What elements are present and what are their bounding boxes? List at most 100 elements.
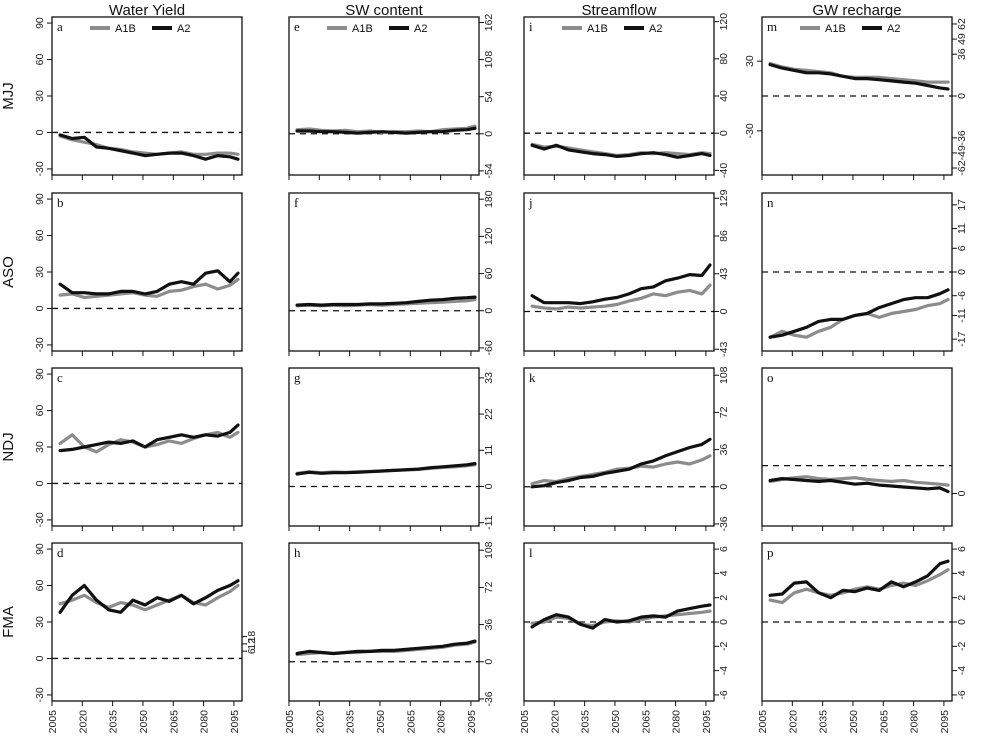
panel-p-letter: p bbox=[767, 545, 774, 560]
panel-f-right-tick-label: 0 bbox=[483, 308, 495, 314]
panel-a-frame bbox=[51, 16, 243, 176]
row-label-mjj: MJJ bbox=[0, 82, 17, 110]
panel-d-right-tick-label: 18 bbox=[246, 631, 258, 643]
panel-g-frame bbox=[288, 367, 480, 527]
panel-m-right-tick-label: -36 bbox=[956, 130, 968, 145]
panel-n-right-tick-label: -6 bbox=[956, 291, 968, 300]
panel-h-right-tick-label: 72 bbox=[483, 581, 495, 593]
panel-h-x-tick-label: 2035 bbox=[345, 710, 357, 734]
panel-g-right-tick-label: 22 bbox=[483, 408, 495, 420]
panel-n-right-tick-label: 11 bbox=[956, 223, 968, 234]
panel-g-letter: g bbox=[294, 370, 301, 385]
panel-n-frame bbox=[761, 192, 953, 352]
panel-m-right-tick-label: 36 bbox=[956, 48, 968, 60]
panel-c-series-a2 bbox=[58, 423, 240, 453]
column-title-3: GW recharge bbox=[812, 2, 901, 19]
panel-d-right-tick-label: 6 bbox=[246, 648, 258, 654]
panel-p-frame bbox=[761, 542, 953, 702]
panel-k-right-tick-label: 108 bbox=[718, 366, 730, 384]
panel-l-x-tick-label: 2095 bbox=[701, 710, 713, 734]
panel-h-letter: h bbox=[294, 545, 301, 560]
panel-o-series-a1b bbox=[768, 475, 950, 487]
panel-p-x-tick-label: 2005 bbox=[757, 710, 769, 734]
panel-a-left-tick-label: 60 bbox=[34, 54, 46, 66]
panel-i-right-tick-label: 120 bbox=[718, 13, 730, 31]
panel-h-x-tick-label: 2095 bbox=[466, 710, 478, 734]
panel-a-legend-label-a1b: A1B bbox=[115, 23, 136, 35]
panel-a-left-tick-label: 0 bbox=[34, 129, 46, 135]
panel-n-right-tick-label: -11 bbox=[956, 308, 968, 323]
panel-a-left-tick-label: 90 bbox=[34, 17, 46, 29]
panel-e-series-a2 bbox=[295, 126, 477, 135]
panel-p-x-tick-label: 2065 bbox=[878, 710, 890, 734]
panel-d-right-tick-label: 12 bbox=[246, 638, 258, 650]
panel-j-series-a2 bbox=[530, 263, 712, 306]
panel-d-x-tick-label: 2080 bbox=[199, 710, 211, 734]
panel-l-right-tick-label: 6 bbox=[718, 546, 730, 552]
panel-m-right-tick-label: 62 bbox=[956, 18, 968, 30]
panel-l-right-tick-label: 4 bbox=[718, 570, 730, 576]
panel-g-right-tick-label: -11 bbox=[483, 515, 495, 530]
panel-e-right-tick-label: 108 bbox=[483, 51, 495, 69]
panel-m-right-tick-label: 0 bbox=[956, 93, 968, 99]
panel-k-right-tick-label: 72 bbox=[718, 406, 730, 418]
panel-l-right-tick-label: 2 bbox=[718, 595, 730, 601]
panel-e-right-tick-label: 54 bbox=[483, 91, 495, 103]
panel-j-frame bbox=[523, 192, 715, 352]
panel-l-x-tick-label: 2035 bbox=[580, 710, 592, 734]
panel-e-frame bbox=[288, 16, 480, 176]
panel-n-right-tick-label: -17 bbox=[956, 331, 968, 346]
panel-a-left-tick-label: -30 bbox=[34, 161, 46, 176]
panel-l-series-a2 bbox=[530, 603, 712, 630]
panel-h-x-tick-label: 2065 bbox=[405, 710, 417, 734]
panel-i-frame bbox=[523, 16, 715, 176]
panel-c-left-tick-label: 0 bbox=[34, 480, 46, 486]
panel-f-series-a2 bbox=[295, 295, 477, 307]
panel-m-left-tick-label: 30 bbox=[744, 55, 756, 67]
panel-e-right-tick-label: -54 bbox=[483, 163, 495, 178]
panel-d-frame bbox=[51, 542, 243, 702]
panel-h-right-tick-label: -36 bbox=[483, 691, 495, 706]
panel-b-series-a1b bbox=[58, 277, 240, 300]
panel-c-left-tick-label: 30 bbox=[34, 441, 46, 453]
panel-m-series-a2 bbox=[768, 62, 950, 91]
panel-e-right-tick-label: 162 bbox=[483, 14, 495, 32]
panel-h-frame bbox=[288, 542, 480, 702]
panel-n-right-tick-label: 6 bbox=[956, 245, 968, 251]
panel-i-letter: i bbox=[529, 19, 533, 34]
panel-c-left-tick-label: -30 bbox=[34, 512, 46, 527]
panel-m-right-tick-label: 49 bbox=[956, 33, 968, 45]
panel-p-x-tick-label: 2035 bbox=[818, 710, 830, 734]
panel-p-right-tick-label: -4 bbox=[956, 666, 968, 675]
panel-d-x-tick-label: 2035 bbox=[108, 710, 120, 734]
panel-b-left-tick-label: 30 bbox=[34, 266, 46, 278]
panel-p-right-tick-label: 2 bbox=[956, 595, 968, 601]
panel-j-right-tick-label: 0 bbox=[718, 308, 730, 314]
panel-d-x-tick-label: 2020 bbox=[77, 710, 89, 734]
panel-j-series-a1b bbox=[530, 283, 712, 311]
panel-m-legend-label-a1b: A1B bbox=[825, 23, 846, 35]
panel-c-letter: c bbox=[57, 370, 63, 385]
panel-l-x-tick-label: 2005 bbox=[519, 710, 531, 734]
panel-h-right-tick-label: 36 bbox=[483, 619, 495, 631]
panel-e-letter: e bbox=[294, 19, 300, 34]
panel-g-right-tick-label: 33 bbox=[483, 372, 495, 384]
panel-f-right-tick-label: -60 bbox=[483, 340, 495, 355]
panel-d-left-tick-label: -30 bbox=[34, 687, 46, 702]
panel-i-right-tick-label: 0 bbox=[718, 130, 730, 136]
panel-m-right-tick-label: -62 bbox=[956, 160, 968, 175]
panel-h-x-tick-label: 2020 bbox=[314, 710, 326, 734]
column-title-1: SW content bbox=[345, 2, 423, 19]
panel-e-right-tick-label: 0 bbox=[483, 131, 495, 137]
panel-l-x-tick-label: 2020 bbox=[549, 710, 561, 734]
panel-l-x-tick-label: 2080 bbox=[671, 710, 683, 734]
panel-o-frame bbox=[761, 367, 953, 527]
panel-f-letter: f bbox=[294, 195, 299, 210]
panel-p-series-a1b bbox=[768, 568, 950, 605]
panel-d-series-a2 bbox=[58, 579, 240, 614]
row-label-ndj: NDJ bbox=[0, 432, 17, 461]
column-title-0: Water Yield bbox=[109, 2, 185, 19]
panel-d-series-a1b bbox=[58, 583, 240, 612]
panel-a-left-tick-label: 30 bbox=[34, 90, 46, 102]
